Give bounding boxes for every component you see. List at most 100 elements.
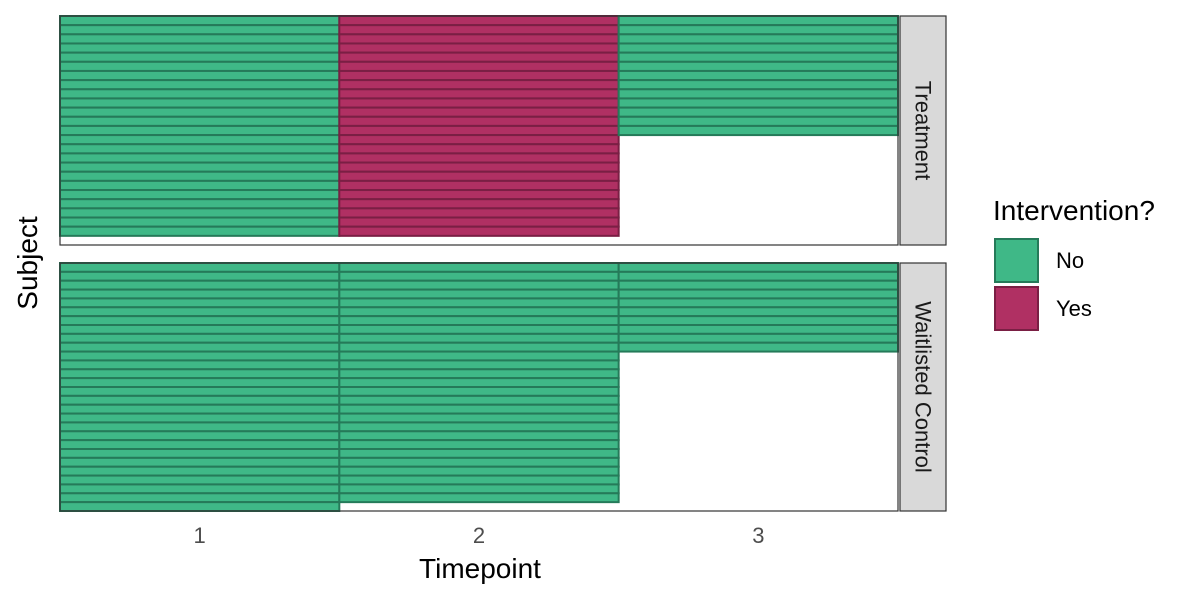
subject-tile [338,332,620,344]
subject-tile [338,33,620,45]
subject-tile [617,33,900,45]
subject-tile [617,270,900,282]
subject-tile [59,350,341,362]
subject-tile [617,306,900,318]
y-axis-title: Subject [12,216,43,310]
subject-tile [617,88,900,100]
panel-border [59,262,899,512]
subject-tile [338,69,620,82]
subject-tile [59,456,341,468]
subject-tile [59,42,341,54]
subject-tile [338,115,620,127]
subject-tile [338,306,620,318]
subject-tile [338,207,620,219]
subject-tile [338,198,620,210]
subject-tile [338,124,620,137]
subject-tile [338,412,620,424]
subject-tile [617,106,900,118]
subject-tile [617,332,900,344]
subject-tile [338,189,620,201]
legend-swatch [994,286,1039,331]
facet-strip [899,262,947,512]
subject-tile [617,288,900,300]
subject-tile [617,297,900,309]
subject-tile [59,97,341,109]
subject-tile [59,403,341,415]
subject-tile [338,465,620,477]
subject-tile [617,279,900,291]
subject-tile [338,279,620,291]
subject-tile [338,448,620,459]
subject-tile [338,474,620,486]
subject-tile [617,15,900,27]
subject-tile [59,69,341,82]
subject-tile [617,324,900,335]
subject-tile [338,225,620,237]
subject-tile [59,225,341,237]
subject-tile [59,79,341,91]
subject-tile [617,69,900,82]
subject-tile [59,179,341,192]
subject-tile [59,124,341,137]
subject-tile [59,465,341,477]
subject-tile [338,394,620,406]
subject-tile [59,115,341,127]
subject-tile [338,341,620,353]
subject-tile [338,439,620,450]
subject-tile [59,430,341,442]
subject-tile [338,97,620,109]
subject-tile [617,262,900,273]
subject-tile [617,60,900,72]
subject-tile [59,324,341,335]
subject-tile [59,332,341,344]
x-tick-label: 1 [194,523,206,548]
subject-tile [59,386,341,397]
subject-tile [59,474,341,486]
subject-tile [59,216,341,228]
subject-tile [617,79,900,91]
subject-tile [338,170,620,182]
subject-tile [617,315,900,326]
panel-border [59,15,899,246]
legend: Intervention? No Yes [993,195,1155,331]
facet-strip-label: Waitlisted Control [911,301,936,473]
subject-tile [59,152,341,164]
x-axis-title: Timepoint [419,553,541,584]
subject-tile [617,115,900,127]
subject-tile [338,143,620,155]
subject-tile [59,439,341,450]
subject-tile [338,492,620,504]
subject-tile [59,315,341,326]
subject-tile [59,359,341,371]
subject-tile [59,297,341,309]
subject-tile [59,377,341,388]
subject-tile [338,134,620,146]
subject-tile [59,60,341,72]
subject-tile [338,51,620,63]
subject-tile [59,143,341,155]
subject-tile [59,501,341,512]
subject-tile [59,33,341,45]
subject-tile [617,42,900,54]
subject-tile [338,88,620,100]
subject-tile [338,483,620,495]
subject-tile [338,216,620,228]
subject-tile [59,306,341,318]
subject-tile [338,368,620,380]
subject-tile [338,297,620,309]
subject-tile [59,134,341,146]
subject-tile [338,377,620,388]
subject-tile [59,483,341,495]
subject-tile [338,403,620,415]
facet-panel: Treatment [59,15,947,246]
subject-tile [617,24,900,36]
subject-tile [59,412,341,424]
x-axis-ticks: 1 2 3 [194,523,765,548]
subject-tile [338,315,620,326]
subject-tile [59,161,341,173]
subject-tile [338,421,620,433]
subject-tile [59,394,341,406]
legend-label: Yes [1056,296,1092,321]
subject-tile [338,161,620,173]
subject-tile [338,386,620,397]
